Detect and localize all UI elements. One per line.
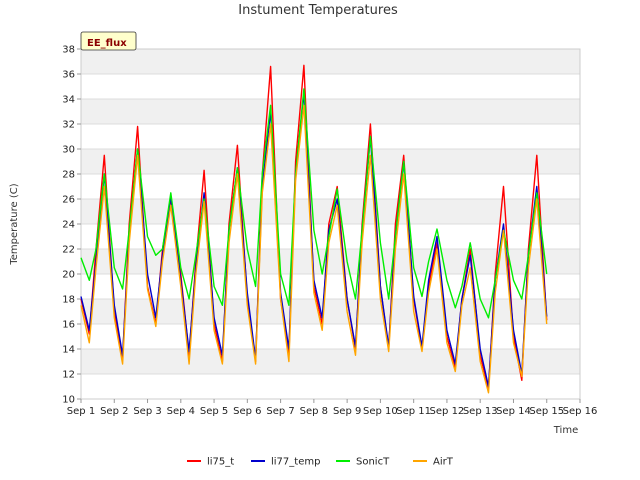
- y-tick-label: 22: [62, 245, 75, 256]
- y-tick-label: 30: [62, 145, 75, 156]
- y-tick-label: 20: [62, 270, 75, 281]
- chart-title: Instument Temperatures: [238, 3, 398, 18]
- y-tick-label: 12: [62, 370, 75, 381]
- x-tick-label: Sep 2: [100, 406, 128, 417]
- x-tick-label: Sep 12: [430, 406, 465, 417]
- y-tick-label: 18: [62, 295, 75, 306]
- series-line-li77-temp: [80, 92, 548, 388]
- badge-box: [80, 31, 137, 51]
- legend-label: AirT: [433, 457, 454, 468]
- y-tick-label: 16: [62, 320, 75, 331]
- y-axis-label: Temperature (C): [9, 183, 20, 265]
- x-tick-label: Sep 5: [200, 406, 228, 417]
- x-axis-ticks: Sep 1 Sep 2 Sep 3 Sep 4 Sep 5 Sep 6 Sep 7 Sep 8…: [67, 399, 598, 417]
- background-band: [81, 49, 580, 74]
- y-tick-label: 38: [62, 45, 75, 56]
- x-tick-label: Sep 8: [300, 406, 328, 417]
- legend-label: li77_temp: [271, 457, 320, 468]
- legend: li75_t li77_temp SonicT AirT: [187, 457, 454, 468]
- x-tick-label: Sep 13: [463, 406, 498, 417]
- series-lines: [80, 64, 548, 394]
- x-axis-label: Time: [553, 425, 578, 436]
- series-line-airt: [80, 104, 548, 394]
- y-tick-label: 14: [62, 345, 75, 356]
- x-tick-label: Sep 4: [167, 406, 195, 417]
- y-tick-label: 34: [62, 95, 75, 106]
- x-tick-label: Sep 11: [396, 406, 431, 417]
- x-tick-label: Sep 6: [233, 406, 261, 417]
- y-axis-ticks: 10 12 14 16 18 20 22 24 26 28 30 32 34 36 38: [62, 45, 81, 406]
- x-tick-label: Sep 9: [333, 406, 361, 417]
- background-band: [81, 349, 580, 374]
- background-bands: [81, 49, 580, 374]
- legend-label: SonicT: [356, 457, 390, 468]
- x-tick-label: Sep 1: [67, 406, 95, 417]
- badge-label: EE_flux: [87, 38, 127, 49]
- x-tick-label: Sep 7: [266, 406, 294, 417]
- y-tick-label: 26: [62, 195, 75, 206]
- series-line-sonict: [80, 88, 548, 319]
- y-tick-label: 24: [62, 220, 75, 231]
- background-band: [81, 149, 580, 174]
- x-tick-label: Sep 10: [363, 406, 398, 417]
- background-band: [81, 99, 580, 124]
- background-band: [81, 199, 580, 224]
- y-tick-label: 32: [62, 120, 75, 131]
- y-tick-label: 28: [62, 170, 75, 181]
- y-tick-label: 36: [62, 70, 75, 81]
- y-tick-label: 10: [62, 395, 75, 406]
- x-tick-label: Sep 14: [496, 406, 531, 417]
- background-band: [81, 299, 580, 324]
- legend-label: li75_t: [207, 457, 234, 468]
- x-tick-label: Sep 15: [529, 406, 564, 417]
- x-tick-label: Sep 3: [133, 406, 161, 417]
- ee-flux-badge: EE_flux: [80, 31, 137, 51]
- x-tick-label: Sep 16: [563, 406, 598, 417]
